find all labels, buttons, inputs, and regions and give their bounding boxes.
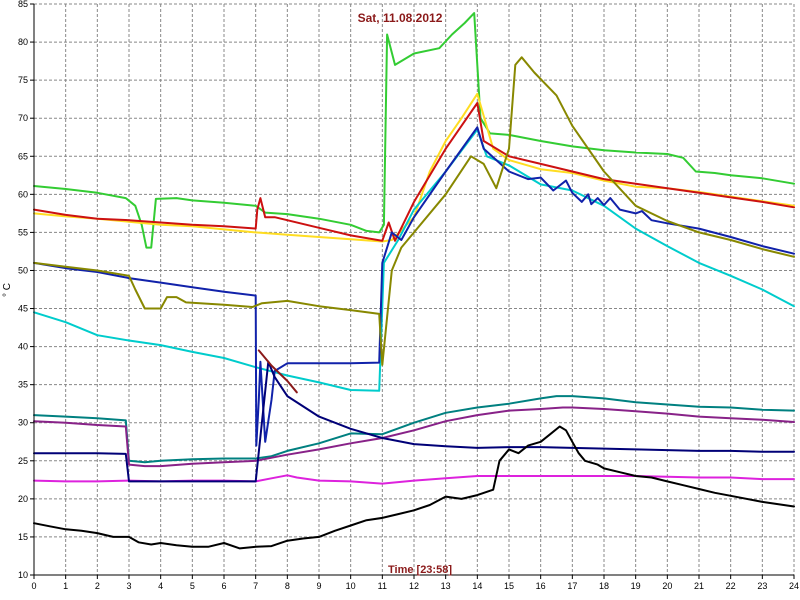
x-tick-label: 18	[599, 581, 609, 591]
x-tick-label: 15	[504, 581, 514, 591]
x-tick-label: 3	[126, 581, 131, 591]
y-tick-label: 20	[18, 494, 28, 504]
x-tick-label: 2	[95, 581, 100, 591]
y-tick-label: 75	[18, 75, 28, 85]
y-tick-label: 50	[18, 265, 28, 275]
series-line-5	[33, 126, 795, 447]
x-tick-label: 9	[316, 581, 321, 591]
x-tick-label: 16	[536, 581, 546, 591]
y-tick-label: 40	[18, 342, 28, 352]
series-line-11	[257, 349, 298, 394]
series-line-12	[33, 425, 795, 550]
series-line-4	[33, 128, 795, 392]
x-tick-label: 4	[158, 581, 163, 591]
y-tick-label: 45	[18, 304, 28, 314]
y-axis-label: ° C	[2, 283, 13, 297]
x-tick-label: 8	[285, 581, 290, 591]
series-line-1	[33, 12, 795, 249]
series-line-8	[33, 406, 795, 468]
y-tick-label: 30	[18, 418, 28, 428]
x-tick-label: 19	[631, 581, 641, 591]
y-tick-label: 70	[18, 113, 28, 123]
x-tick-label: 24	[789, 581, 799, 591]
series-line-10	[33, 360, 795, 483]
y-tick-label: 85	[18, 0, 28, 9]
x-tick-label: 22	[726, 581, 736, 591]
y-tick-label: 65	[18, 151, 28, 161]
x-tick-label: 21	[694, 581, 704, 591]
y-tick-label: 15	[18, 532, 28, 542]
series-group	[33, 12, 795, 550]
series-line-7	[33, 395, 795, 464]
series-line-2	[33, 92, 795, 243]
x-tick-label: 10	[346, 581, 356, 591]
x-tick-label: 1	[63, 581, 68, 591]
x-axis-label: Time [23:58]	[388, 564, 452, 576]
x-tick-label: 5	[190, 581, 195, 591]
series-line-6	[33, 56, 795, 366]
x-tick-label: 6	[221, 581, 226, 591]
y-tick-label: 55	[18, 227, 28, 237]
x-tick-label: 11	[378, 581, 387, 591]
y-tick-label: 35	[18, 380, 28, 390]
y-tick-label: 60	[18, 189, 28, 199]
x-tick-label: 14	[472, 581, 482, 591]
x-tick-label: 17	[567, 581, 577, 591]
chart-title: Sat, 11.08.2012	[358, 11, 443, 25]
y-tick-label: 10	[18, 570, 28, 580]
x-tick-label: 13	[441, 581, 451, 591]
series-line-3	[33, 102, 795, 242]
x-tick-label: 7	[253, 581, 258, 591]
x-tick-label: 23	[757, 581, 767, 591]
x-tick-label: 20	[662, 581, 672, 591]
x-tick-label: 12	[409, 581, 419, 591]
grid	[34, 3, 795, 575]
x-tick-label: 0	[31, 581, 36, 591]
y-tick-label: 25	[18, 456, 28, 466]
y-tick-label: 80	[18, 37, 28, 47]
axes: 0 1 2 3 4 5 6 7 8 9 10 11 12 13 14 15 16 17 18 19 20 21 22 23 24…	[18, 0, 799, 591]
